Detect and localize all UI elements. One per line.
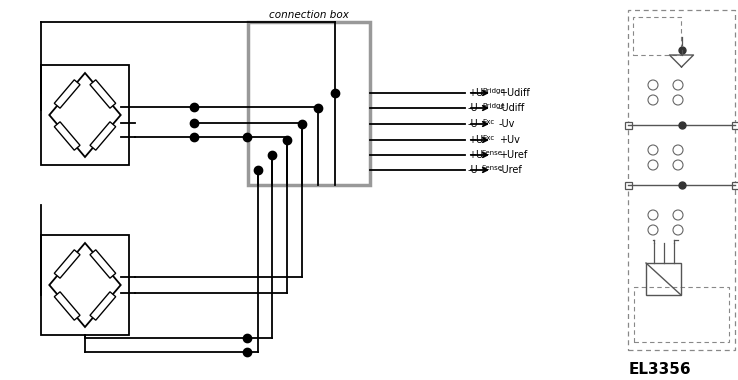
Text: Bridge: Bridge: [482, 88, 505, 94]
Bar: [731, 122, 738, 128]
Bar: [628, 10, 735, 350]
Polygon shape: [55, 80, 80, 108]
Bar: [624, 122, 632, 128]
Text: +Uref: +Uref: [499, 150, 527, 160]
Polygon shape: [90, 122, 116, 150]
Text: -U: -U: [468, 119, 479, 129]
Text: +Udiff: +Udiff: [499, 88, 530, 98]
Bar: [731, 182, 738, 188]
Polygon shape: [55, 250, 80, 278]
Polygon shape: [90, 250, 116, 278]
Bar: [248, 22, 370, 185]
Bar: [646, 263, 681, 295]
Text: -Uv: -Uv: [499, 119, 515, 129]
Text: -U: -U: [468, 165, 479, 175]
Text: connection box: connection box: [269, 10, 349, 20]
Bar: [41, 65, 128, 165]
Polygon shape: [55, 122, 80, 150]
Polygon shape: [90, 292, 116, 320]
Bar: [624, 182, 632, 188]
Text: -Uref: -Uref: [499, 165, 523, 175]
Text: -U: -U: [468, 103, 479, 113]
Polygon shape: [55, 292, 80, 320]
Text: -Udiff: -Udiff: [499, 103, 525, 113]
Text: +U: +U: [468, 150, 483, 160]
Text: +U: +U: [468, 88, 483, 98]
Bar: [633, 17, 681, 55]
Text: Bridge: Bridge: [482, 103, 505, 109]
Text: Sense: Sense: [482, 150, 503, 156]
Polygon shape: [90, 80, 116, 108]
Text: +Uv: +Uv: [499, 135, 520, 145]
Text: Exc: Exc: [482, 135, 494, 141]
Text: Sense: Sense: [482, 165, 503, 171]
Text: Exc: Exc: [482, 119, 494, 125]
Bar: [634, 287, 729, 342]
Bar: [41, 235, 128, 335]
Text: EL3356: EL3356: [629, 362, 692, 377]
Text: +U: +U: [468, 135, 483, 145]
